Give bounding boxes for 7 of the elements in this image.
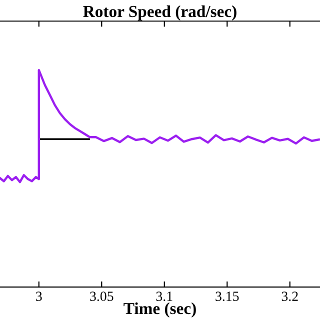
x-tick-label: 3: [36, 292, 42, 301]
x-tick-label: 3.05: [90, 292, 114, 302]
x-tick-label: 3.1: [156, 292, 172, 302]
x-axis-title: Time (sec): [124, 302, 196, 318]
x-tick-label: 3.15: [216, 292, 239, 302]
chart-title: Rotor Speed (rad/sec): [83, 5, 236, 21]
x-tick-label: 3.2: [282, 292, 298, 302]
